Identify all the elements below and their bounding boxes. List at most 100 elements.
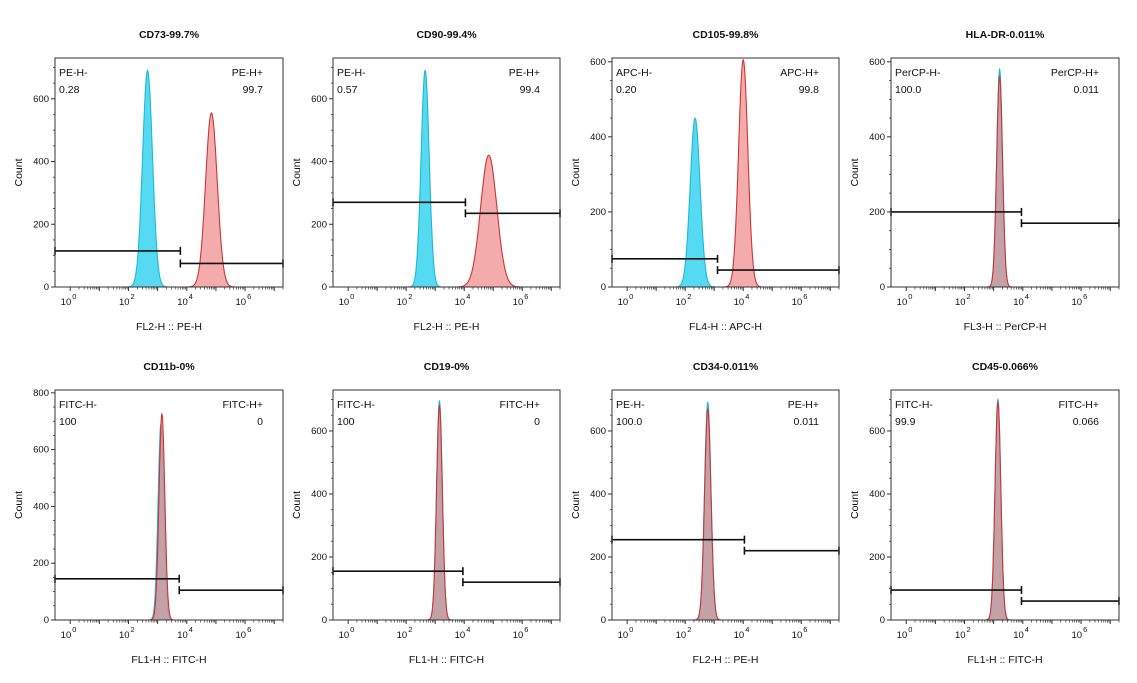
negative-gate-value: 100.0 <box>895 84 921 96</box>
x-tick-exponent: 4 <box>189 625 193 634</box>
x-tick-label: 100 <box>897 625 913 641</box>
x-tick-label: 104 <box>455 625 471 641</box>
y-tick-label: 200 <box>33 219 49 230</box>
x-tick-base: 10 <box>955 630 966 641</box>
x-tick-label: 100 <box>618 292 634 308</box>
x-tick-exponent: 4 <box>745 292 749 301</box>
y-tick-label: 600 <box>311 426 327 437</box>
y-tick-label: 0 <box>44 615 49 626</box>
y-tick-label: 400 <box>590 132 606 143</box>
histogram-panel: CD45-0.066%FITC-H-99.9FITC-H+0.066020040… <box>849 361 1120 666</box>
x-tick-exponent: 6 <box>803 625 807 634</box>
x-tick-base: 10 <box>513 630 524 641</box>
negative-histogram <box>672 117 718 288</box>
x-tick-label: 104 <box>177 292 193 308</box>
y-tick-label: 200 <box>869 552 885 563</box>
x-tick-base: 10 <box>339 630 350 641</box>
x-tick-exponent: 4 <box>745 625 749 634</box>
x-tick-exponent: 6 <box>1083 292 1087 301</box>
x-tick-label: 106 <box>1072 292 1088 308</box>
y-tick-label: 200 <box>590 552 606 563</box>
x-tick-base: 10 <box>792 630 803 641</box>
x-tick-label: 104 <box>455 292 471 308</box>
y-tick-label: 0 <box>601 615 606 626</box>
x-tick-label: 102 <box>397 625 413 641</box>
x-tick-label: 100 <box>618 625 634 641</box>
x-axis-label: FL3-H :: PerCP-H <box>964 321 1047 333</box>
x-axis-label: FL2-H :: PE-H <box>136 321 202 333</box>
x-tick-label: 106 <box>792 625 808 641</box>
chart-title: CD11b-0% <box>143 361 195 373</box>
positive-gate-label: FITC-H+ <box>222 399 263 411</box>
negative-histogram <box>125 69 170 288</box>
plot-frame <box>332 57 561 288</box>
x-tick-exponent: 0 <box>72 292 76 301</box>
y-tick-label: 400 <box>311 157 327 168</box>
x-tick-exponent: 6 <box>803 292 807 301</box>
histogram-panel: CD11b-0%FITC-H-100FITC-H+002004006008001… <box>13 361 284 666</box>
y-tick-label: 600 <box>33 94 49 105</box>
y-axis-label: Count <box>291 491 303 519</box>
chart-title: CD34-0.011% <box>693 361 759 373</box>
x-tick-base: 10 <box>397 297 408 308</box>
x-tick-label: 106 <box>236 292 252 308</box>
plot-frame <box>54 57 284 288</box>
histogram-panel: CD90-99.4% PE-H- 0.57 PE-H+ 99.4 0 200 400 600 10… <box>291 29 561 333</box>
positive-gate-value: 0.066 <box>1073 416 1099 428</box>
negative-gate <box>332 198 467 207</box>
y-tick-label: 400 <box>33 157 49 168</box>
y-tick-label: 200 <box>33 558 49 569</box>
positive-histogram <box>148 412 175 621</box>
x-tick-base: 10 <box>513 297 524 308</box>
plot-frame <box>54 389 284 621</box>
positive-histogram <box>185 112 238 288</box>
x-tick-exponent: 6 <box>247 625 251 634</box>
x-tick-base: 10 <box>455 297 466 308</box>
y-axis-label: Count <box>291 158 303 186</box>
positive-gate-label: APC-H+ <box>780 67 819 79</box>
x-tick-base: 10 <box>119 297 130 308</box>
x-tick-label: 102 <box>119 625 135 641</box>
x-tick-label: 104 <box>734 292 750 308</box>
x-axis-label: FL2-H :: PE-H <box>414 321 480 333</box>
y-axis-label: Count <box>13 158 25 186</box>
x-tick-exponent: 4 <box>1025 292 1029 301</box>
histogram-panel: CD73-99.7% PE-H- 0.28 PE-H+ 99.7 0 200 400 600 10… <box>13 29 284 333</box>
x-tick-base: 10 <box>955 297 966 308</box>
x-tick-exponent: 2 <box>408 292 412 301</box>
x-tick-label: 102 <box>955 625 971 641</box>
positive-gate-value: 0.011 <box>1074 84 1100 96</box>
x-tick-exponent: 2 <box>967 292 971 301</box>
positive-histogram <box>452 154 526 288</box>
plot-frame <box>611 389 840 621</box>
y-tick-label: 400 <box>869 132 885 143</box>
positive-histogram <box>693 407 723 621</box>
y-tick-label: 0 <box>880 282 885 293</box>
negative-histogram <box>406 69 444 288</box>
x-tick-exponent: 4 <box>189 292 193 301</box>
x-tick-exponent: 6 <box>247 292 251 301</box>
x-tick-base: 10 <box>676 630 687 641</box>
x-axis-label: FL2-H :: PE-H <box>693 654 759 666</box>
negative-gate-label: FITC-H- <box>59 399 97 411</box>
x-tick-exponent: 0 <box>629 292 633 301</box>
x-tick-label: 106 <box>236 625 252 641</box>
y-tick-label: 600 <box>590 57 606 68</box>
x-tick-base: 10 <box>1013 297 1024 308</box>
plot-frame <box>890 389 1120 621</box>
y-axis-label: Count <box>849 491 861 519</box>
x-tick-exponent: 2 <box>967 625 971 634</box>
positive-gate-value: 99.4 <box>520 84 541 96</box>
negative-gate-label: APC-H- <box>616 67 653 79</box>
x-tick-base: 10 <box>734 297 745 308</box>
negative-gate-value: 100 <box>337 416 355 428</box>
positive-gate-value: 0 <box>257 416 263 428</box>
negative-gate-label: PerCP-H- <box>895 67 941 79</box>
x-tick-label: 100 <box>339 292 355 308</box>
x-tick-exponent: 2 <box>687 292 691 301</box>
x-tick-label: 104 <box>177 625 193 641</box>
x-tick-exponent: 0 <box>350 625 354 634</box>
positive-histogram <box>722 58 765 288</box>
positive-gate <box>1020 219 1120 228</box>
x-tick-label: 106 <box>792 292 808 308</box>
